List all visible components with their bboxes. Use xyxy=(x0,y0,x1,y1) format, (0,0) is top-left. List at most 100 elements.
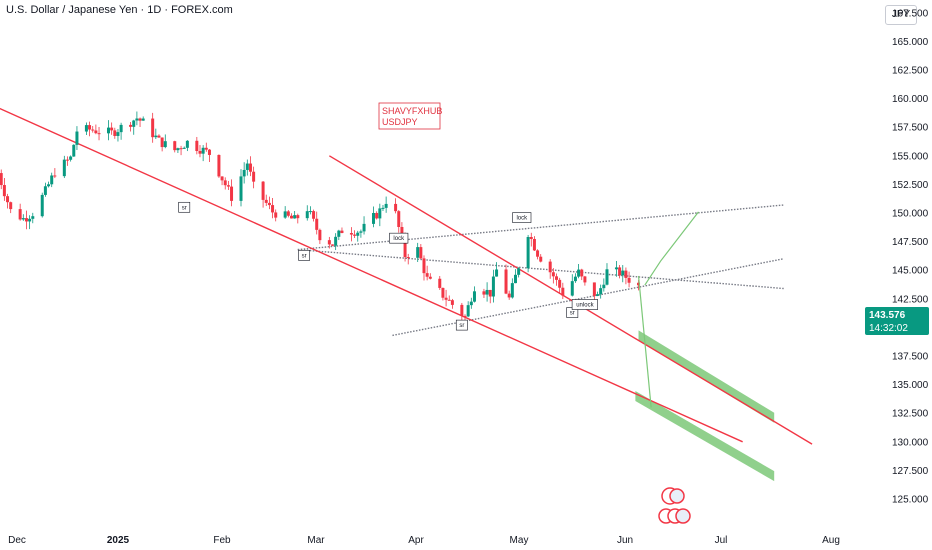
y-tick-label: 145.000 xyxy=(892,266,929,277)
candle xyxy=(248,163,252,172)
y-tick-label: 137.500 xyxy=(892,352,929,363)
candle xyxy=(141,118,145,121)
candle xyxy=(116,132,120,136)
support-lines xyxy=(297,204,784,337)
candle xyxy=(517,268,521,275)
watermark-line1: SHAVYFXHUB xyxy=(382,106,442,116)
y-axis[interactable]: 167.500 165.000 162.500 160.000 157.500 155.0… xyxy=(892,8,929,505)
candle xyxy=(510,283,514,298)
channel-line xyxy=(0,107,743,443)
candle xyxy=(239,176,243,201)
candle xyxy=(182,147,186,149)
candle xyxy=(18,209,22,220)
candle xyxy=(539,256,543,262)
candle xyxy=(217,154,221,177)
y-tick-label: 150.000 xyxy=(892,209,929,220)
candle xyxy=(406,257,410,259)
candle xyxy=(577,269,581,277)
projection-down xyxy=(637,275,652,408)
candle xyxy=(230,186,234,201)
x-tick-label: Jun xyxy=(617,535,633,546)
x-tick-label: Aug xyxy=(822,535,840,546)
candle xyxy=(53,175,57,177)
us-flag-icon[interactable] xyxy=(658,508,691,524)
candles xyxy=(0,111,641,322)
candle xyxy=(359,231,363,233)
y-tick-label: 162.500 xyxy=(892,66,929,77)
candle xyxy=(204,147,208,150)
candle xyxy=(69,156,73,160)
candle xyxy=(444,297,448,300)
countdown: 14:32:02 xyxy=(869,323,908,334)
y-tick-label: 132.500 xyxy=(892,409,929,420)
candle xyxy=(6,196,10,203)
annotation-box xyxy=(571,299,598,310)
candle xyxy=(289,215,293,219)
annotation-label: sr xyxy=(182,205,187,211)
channel-lines xyxy=(0,107,813,445)
candle xyxy=(138,118,142,121)
candle xyxy=(637,282,641,286)
annotation-label: sr xyxy=(302,253,307,259)
candle xyxy=(65,159,69,161)
candle xyxy=(179,148,183,150)
target-zones xyxy=(635,330,775,482)
annotation-label: sr xyxy=(570,311,575,317)
candle xyxy=(261,181,265,200)
x-tick-label: Mar xyxy=(307,535,325,546)
candle xyxy=(495,269,499,277)
dotted-trendline xyxy=(297,248,784,290)
x-axis[interactable]: Dec 2025 Feb Mar Apr May Jun Jul Aug xyxy=(8,535,840,546)
y-tick-label: 167.500 xyxy=(892,8,929,19)
annotation-box xyxy=(389,232,409,244)
candle xyxy=(428,276,432,279)
y-tick-label: 160.000 xyxy=(892,94,929,105)
annotation-label: lock xyxy=(516,216,528,222)
candle xyxy=(132,120,136,127)
candle xyxy=(176,148,180,151)
candle xyxy=(9,202,13,210)
candle xyxy=(94,130,98,134)
candle xyxy=(283,211,287,218)
candle xyxy=(72,144,76,157)
last-price-value: 143.576 xyxy=(869,310,906,321)
annotation-label: unlock xyxy=(576,303,594,309)
currency-button[interactable]: JPY xyxy=(885,5,917,25)
candle xyxy=(618,267,622,276)
candle xyxy=(252,171,256,182)
candle xyxy=(157,135,161,138)
candle xyxy=(372,212,376,224)
y-tick-label: 130.000 xyxy=(892,437,929,448)
candle xyxy=(394,203,398,212)
projection-up xyxy=(644,211,699,286)
y-tick-label: 135.000 xyxy=(892,380,929,391)
candle xyxy=(504,269,508,294)
candle xyxy=(274,212,278,218)
candle xyxy=(573,276,577,282)
candle xyxy=(400,226,404,237)
annotation-box xyxy=(178,201,191,213)
event-icons[interactable] xyxy=(658,487,691,524)
x-tick-label: Jul xyxy=(715,535,728,546)
candle xyxy=(84,125,88,132)
candle xyxy=(337,230,341,237)
candle xyxy=(312,211,316,219)
candle xyxy=(151,118,155,138)
candle xyxy=(583,276,587,283)
us-flag-icon[interactable] xyxy=(661,487,685,505)
candle xyxy=(349,233,353,235)
watermark-box: SHAVYFXHUB USDJPY xyxy=(378,102,442,130)
candle xyxy=(43,186,47,195)
x-tick-label: May xyxy=(510,535,529,546)
candle xyxy=(334,236,338,246)
candle xyxy=(160,137,164,148)
channel-line xyxy=(328,155,813,445)
candle xyxy=(614,267,618,270)
candle xyxy=(592,282,596,296)
candle xyxy=(441,287,445,298)
candle xyxy=(173,141,177,151)
candle xyxy=(460,304,464,316)
candle xyxy=(599,288,603,295)
candle xyxy=(154,135,158,138)
